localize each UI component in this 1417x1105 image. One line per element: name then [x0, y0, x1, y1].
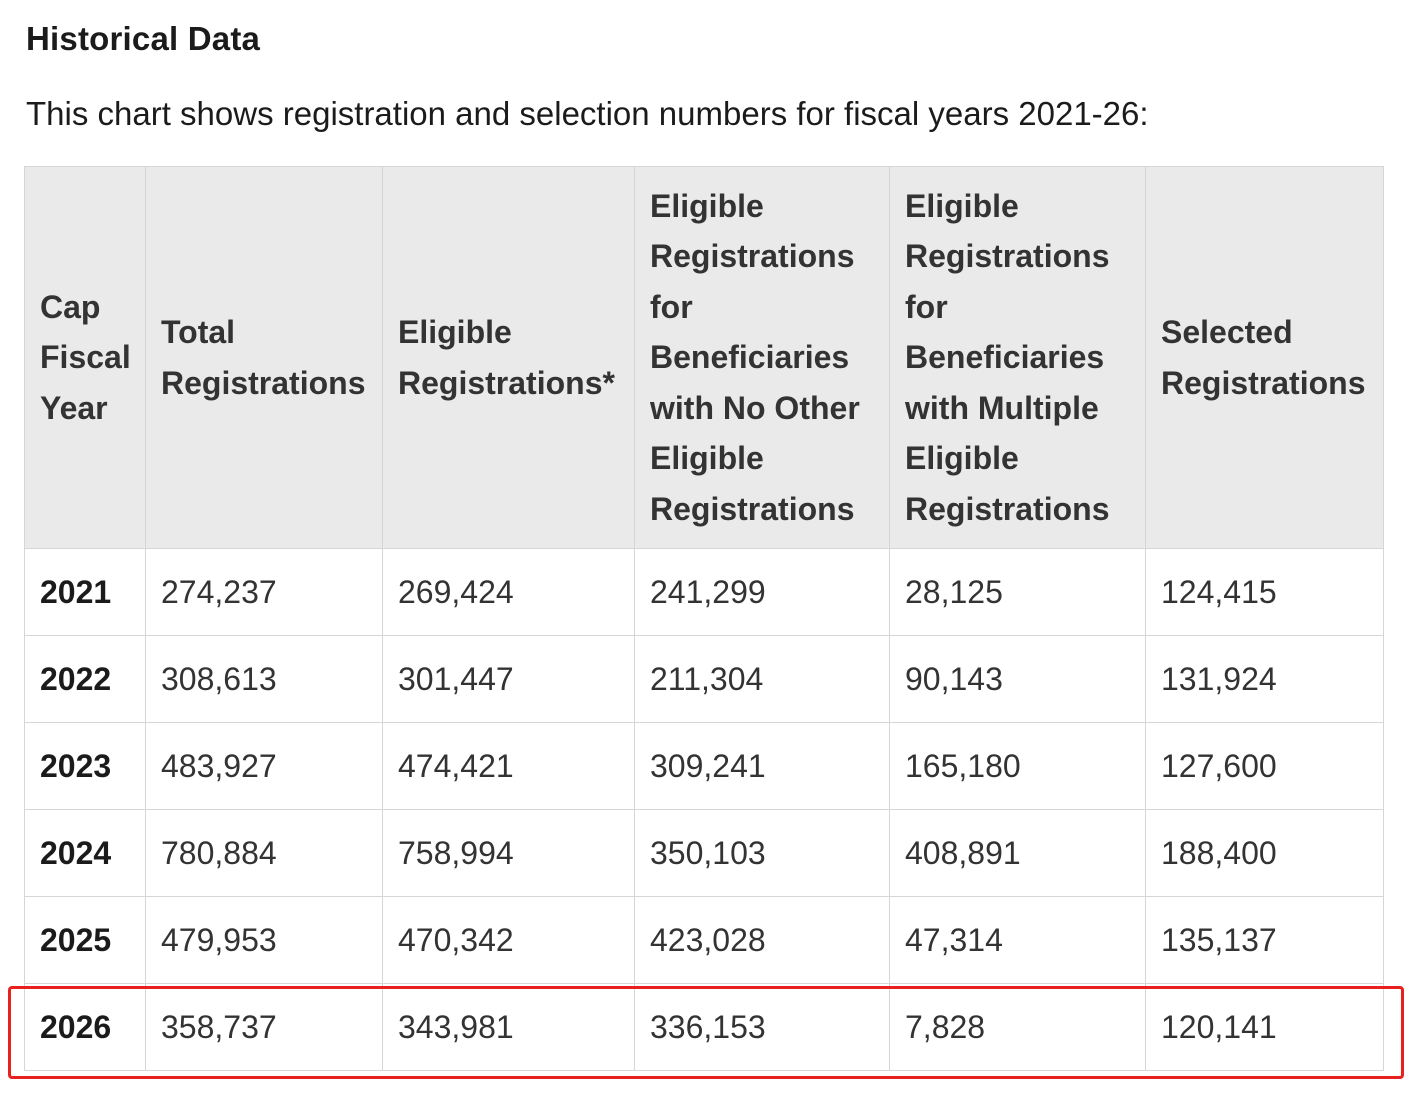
intro-text: This chart shows registration and select… [26, 95, 1149, 132]
year-cell: 2021 [24, 548, 146, 636]
table-row: 2024 780,884 758,994 350,103 408,891 188… [24, 809, 1384, 897]
eligible-no-other-cell: 423,028 [634, 896, 890, 984]
table-row: 2023 483,927 474,421 309,241 165,180 127… [24, 722, 1384, 810]
header-eligible-registrations: Eligible Registrations* [382, 166, 635, 549]
header-total-registrations: Total Registrations [145, 166, 383, 549]
total-registrations-cell: 274,237 [145, 548, 383, 636]
eligible-no-other-cell: 211,304 [634, 635, 890, 723]
selected-registrations-cell: 135,137 [1145, 896, 1384, 984]
year-cell: 2024 [24, 809, 146, 897]
table-row: 2022 308,613 301,447 211,304 90,143 131,… [24, 635, 1384, 723]
eligible-registrations-cell: 758,994 [382, 809, 635, 897]
header-cap-fiscal-year: Cap Fiscal Year [24, 166, 146, 549]
year-cell: 2022 [24, 635, 146, 723]
selected-registrations-cell: 124,415 [1145, 548, 1384, 636]
table-row-highlighted: 2026 358,737 343,981 336,153 7,828 120,1… [24, 983, 1384, 1071]
total-registrations-cell: 479,953 [145, 896, 383, 984]
header-selected-registrations: Selected Registrations [1145, 166, 1384, 549]
eligible-no-other-cell: 309,241 [634, 722, 890, 810]
total-registrations-cell: 483,927 [145, 722, 383, 810]
eligible-no-other-cell: 350,103 [634, 809, 890, 897]
selected-registrations-cell: 131,924 [1145, 635, 1384, 723]
eligible-multiple-cell: 165,180 [889, 722, 1146, 810]
eligible-multiple-cell: 408,891 [889, 809, 1146, 897]
table-row: 2025 479,953 470,342 423,028 47,314 135,… [24, 896, 1384, 984]
eligible-multiple-cell: 28,125 [889, 548, 1146, 636]
header-eligible-multiple: Eligible Registrations for Beneficiaries… [889, 166, 1146, 549]
eligible-registrations-cell: 301,447 [382, 635, 635, 723]
eligible-no-other-cell: 336,153 [634, 983, 890, 1071]
year-cell: 2023 [24, 722, 146, 810]
eligible-registrations-cell: 474,421 [382, 722, 635, 810]
year-cell: 2025 [24, 896, 146, 984]
total-registrations-cell: 780,884 [145, 809, 383, 897]
selected-registrations-cell: 188,400 [1145, 809, 1384, 897]
table-row: 2021 274,237 269,424 241,299 28,125 124,… [24, 548, 1384, 636]
total-registrations-cell: 358,737 [145, 983, 383, 1071]
year-cell: 2026 [24, 983, 146, 1071]
eligible-multiple-cell: 7,828 [889, 983, 1146, 1071]
eligible-registrations-cell: 269,424 [382, 548, 635, 636]
header-eligible-no-other: Eligible Registrations for Beneficiaries… [634, 166, 890, 549]
historical-data-table: Cap Fiscal Year Total Registrations Elig… [24, 166, 1384, 1071]
eligible-multiple-cell: 47,314 [889, 896, 1146, 984]
table-header-row: Cap Fiscal Year Total Registrations Elig… [24, 166, 1384, 549]
total-registrations-cell: 308,613 [145, 635, 383, 723]
section-heading: Historical Data [26, 20, 261, 57]
eligible-no-other-cell: 241,299 [634, 548, 890, 636]
selected-registrations-cell: 120,141 [1145, 983, 1384, 1071]
eligible-registrations-cell: 343,981 [382, 983, 635, 1071]
eligible-multiple-cell: 90,143 [889, 635, 1146, 723]
selected-registrations-cell: 127,600 [1145, 722, 1384, 810]
eligible-registrations-cell: 470,342 [382, 896, 635, 984]
